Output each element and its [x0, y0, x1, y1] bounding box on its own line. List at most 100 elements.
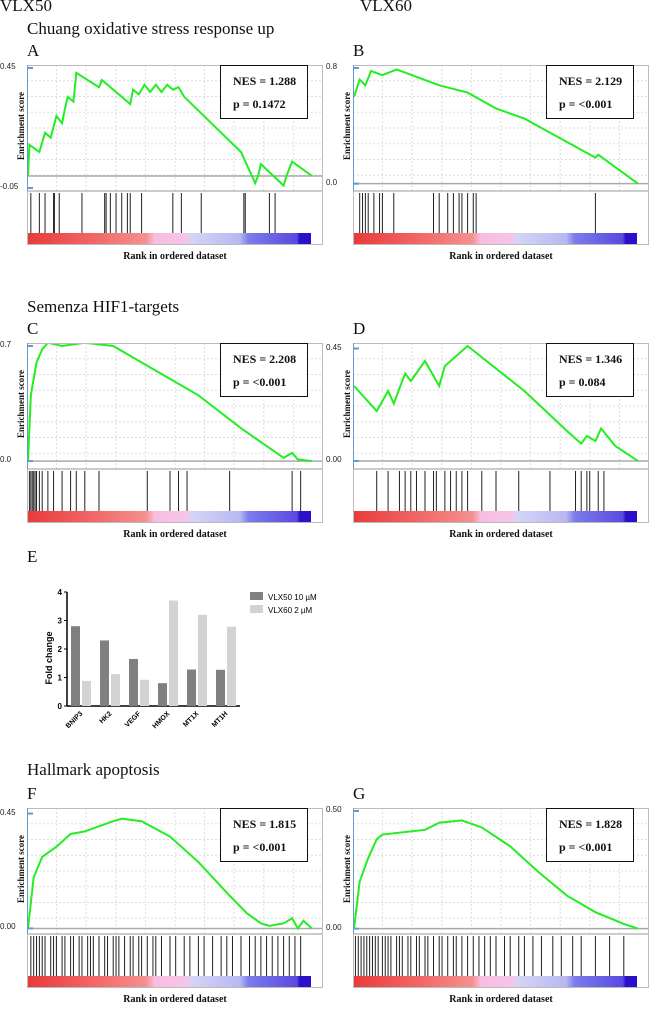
p-value: p = <0.001	[559, 97, 613, 111]
header-vlx60: VLX60	[360, 0, 412, 15]
y-axis-label: Enrichment score	[16, 91, 26, 161]
bar-hk2-vlx50	[100, 640, 109, 706]
enrichment-plot	[27, 65, 323, 245]
y-tick-max: 0.45	[0, 807, 16, 817]
enrichment-curve	[353, 819, 639, 930]
rank-color-bar	[353, 233, 637, 244]
enrichment-plot	[27, 808, 323, 988]
y-axis-label: Enrichment score	[342, 91, 352, 161]
x-axis-label: Rank in ordered dataset	[123, 251, 227, 262]
x-axis-label: Rank in ordered dataset	[123, 529, 227, 540]
y-tick-max: 0.7	[0, 340, 12, 349]
y-tick-label: 4	[58, 588, 63, 597]
stats-box: NES = 1.346 p = 0.084	[546, 343, 634, 397]
stats-box: NES = 1.815 p = <0.001	[220, 808, 308, 862]
rank-color-bar	[27, 233, 311, 244]
fold-change-bar-chart: Fold change 0 1 2 3 4 BNIP3 HK2 VEGF HMOX MT1X MT1…	[44, 588, 317, 730]
legend-swatch-vlx60	[250, 605, 263, 613]
bar-mt1h-vlx60	[227, 626, 236, 706]
panel-letter: B	[353, 41, 365, 60]
x-tick-label: BNIP3	[65, 710, 85, 730]
legend-swatch-vlx50	[250, 592, 263, 600]
x-axis-label: Rank in ordered dataset	[449, 251, 553, 262]
y-tick-min: -0.05	[0, 182, 19, 191]
bar-vegf-vlx50	[129, 658, 138, 706]
y-axis-label: Enrichment score	[342, 834, 352, 904]
y-axis-label: Enrichment score	[342, 369, 352, 439]
y-axis-label: Fold change	[44, 631, 54, 684]
gsea-panel-g: G Enrichment score 0.50 0.00 NES = 1.828…	[326, 784, 649, 1008]
bar-hmox-vlx50	[158, 683, 167, 706]
rank-color-bar	[27, 976, 311, 987]
y-tick-label: 3	[58, 617, 63, 626]
p-value: p = 0.1472	[233, 97, 286, 111]
bar-mt1h-vlx50	[216, 669, 225, 706]
stats-box: NES = 2.129 p = <0.001	[546, 65, 634, 119]
gsea-panel-b: B Enrichment score 0.8 0.0 NES = 2.129 p …	[326, 41, 649, 265]
x-tick-label: HMOX	[152, 710, 172, 730]
y-tick-max: 0.50	[326, 805, 342, 814]
x-tick-label: VEGF	[124, 710, 143, 729]
x-axis-label: Rank in ordered dataset	[449, 529, 553, 540]
x-axis-label: Rank in ordered dataset	[449, 994, 553, 1005]
panel-letter-e: E	[27, 547, 38, 566]
enrichment-curve	[27, 817, 313, 931]
bar-mt1x-vlx60	[198, 614, 207, 706]
y-tick-label: 1	[58, 674, 63, 683]
panel-letter: D	[353, 319, 366, 338]
enrichment-plot	[27, 343, 323, 523]
stats-box: NES = 1.288 p = 0.1472	[220, 65, 308, 119]
stats-box: NES = 1.828 p = <0.001	[546, 808, 634, 862]
legend-vlx60: VLX60 2 µM	[268, 606, 313, 615]
row-title-apoptosis: Hallmark apoptosis	[27, 760, 160, 779]
nes-value: NES = 1.288	[233, 74, 297, 88]
gsea-panel-f: F Enrichment score 0.45 0.00 NES = 1.815…	[0, 784, 323, 1008]
y-tick-min: 0.0	[326, 177, 338, 187]
enrichment-curve	[353, 68, 639, 185]
y-axis-label: Enrichment score	[16, 834, 26, 904]
y-tick-min: 0.00	[0, 922, 16, 932]
p-value: p = 0.084	[559, 375, 606, 389]
nes-value: NES = 2.208	[233, 352, 297, 366]
bar-bnip3-vlx60	[82, 680, 91, 706]
y-tick-max: 0.45	[326, 342, 342, 352]
x-axis-label: Rank in ordered dataset	[123, 994, 227, 1005]
panel-letter: F	[27, 784, 37, 803]
rank-color-bar	[27, 511, 311, 522]
nes-value: NES = 1.815	[233, 817, 297, 831]
y-tick-min: 0.00	[326, 922, 342, 932]
gsea-panel-c: C Enrichment score 0.7 0.0 NES = 2.208 p …	[0, 319, 323, 543]
enrichment-plot	[353, 808, 649, 988]
bar-mt1x-vlx50	[187, 669, 196, 706]
x-tick-label: MT1X	[182, 710, 200, 728]
row-title-hif1: Semenza HIF1-targets	[27, 297, 180, 316]
panel-letter: C	[27, 319, 39, 338]
enrichment-curve	[27, 343, 313, 463]
x-tick-label: MT1H	[211, 710, 229, 728]
bar-vegf-vlx60	[140, 679, 149, 706]
x-tick-label: HK2	[99, 710, 114, 725]
panel-letter: G	[353, 784, 366, 803]
y-axis-label: Enrichment score	[16, 369, 26, 439]
row-title-oxidative: Chuang oxidative stress response up	[27, 19, 275, 38]
header-vlx50: VLX50	[0, 0, 52, 15]
enrichment-curve	[27, 71, 313, 188]
bar-bnip3-vlx50	[71, 626, 80, 706]
nes-value: NES = 1.828	[559, 817, 623, 831]
stats-box: NES = 2.208 p = <0.001	[220, 343, 308, 397]
p-value: p = <0.001	[233, 840, 287, 854]
enrichment-curve	[353, 344, 639, 462]
nes-value: NES = 1.346	[559, 352, 623, 366]
rank-color-bar	[353, 511, 637, 522]
bar-hk2-vlx60	[111, 674, 120, 706]
legend-vlx50: VLX50 10 µM	[268, 593, 317, 602]
gsea-panel-d: D Enrichment score 0.45 0.00 NES = 1.346…	[326, 319, 649, 543]
y-tick-min: 0.0	[0, 455, 12, 465]
gsea-panel-a: A Enrichment score 0.45 -0.05 NES = 1.28…	[0, 41, 323, 265]
y-tick-min: 0.00	[326, 455, 342, 464]
y-tick-label: 2	[58, 645, 63, 654]
y-tick-max: 0.45	[0, 62, 16, 71]
p-value: p = <0.001	[559, 840, 613, 854]
panel-letter: A	[27, 41, 40, 60]
bar-hmox-vlx60	[169, 600, 178, 706]
